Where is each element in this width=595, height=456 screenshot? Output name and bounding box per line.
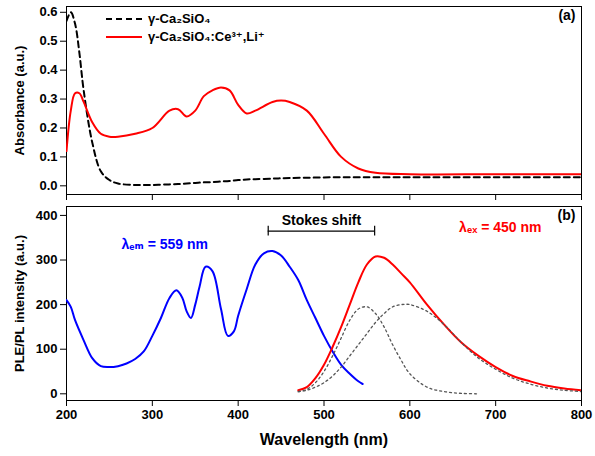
svg-text:700: 700 <box>485 407 507 422</box>
svg-text:600: 600 <box>399 407 421 422</box>
svg-text:0.6: 0.6 <box>39 4 57 19</box>
svg-text:400: 400 <box>36 208 58 223</box>
svg-text:500: 500 <box>313 407 335 422</box>
svg-text:400: 400 <box>227 407 249 422</box>
svg-text:λₑₓ = 450 nm: λₑₓ = 450 nm <box>459 219 541 235</box>
svg-text:Stokes shift: Stokes shift <box>282 212 362 228</box>
svg-text:800: 800 <box>571 407 593 422</box>
svg-text:(b): (b) <box>558 207 576 223</box>
svg-text:300: 300 <box>36 252 58 267</box>
svg-text:PLE/PL intensity (a.u.): PLE/PL intensity (a.u.) <box>12 235 27 372</box>
html-text:γ-Ca₂SiO₄: γ-Ca₂SiO₄ <box>148 11 211 26</box>
svg-text:0.4: 0.4 <box>39 62 58 77</box>
svg-text:Wavelength (nm): Wavelength (nm) <box>260 431 388 448</box>
svg-text:0: 0 <box>50 386 57 401</box>
svg-text:300: 300 <box>141 407 163 422</box>
svg-text:0.2: 0.2 <box>39 120 57 135</box>
svg-text:0.0: 0.0 <box>39 178 57 193</box>
svg-text:Absorbance (a.u.): Absorbance (a.u.) <box>12 46 27 156</box>
svg-text:0.3: 0.3 <box>39 91 57 106</box>
svg-text:100: 100 <box>36 341 58 356</box>
html-text:γ-Ca₂SiO₄:Ce³⁺,Li⁺: γ-Ca₂SiO₄:Ce³⁺,Li⁺ <box>148 29 265 44</box>
svg-text:λₑₘ = 559 nm: λₑₘ = 559 nm <box>122 236 209 252</box>
svg-text:200: 200 <box>36 297 58 312</box>
svg-text:0.5: 0.5 <box>39 33 57 48</box>
svg-text:200: 200 <box>56 407 78 422</box>
svg-text:(a): (a) <box>558 7 575 23</box>
svg-text:0.1: 0.1 <box>39 149 57 164</box>
